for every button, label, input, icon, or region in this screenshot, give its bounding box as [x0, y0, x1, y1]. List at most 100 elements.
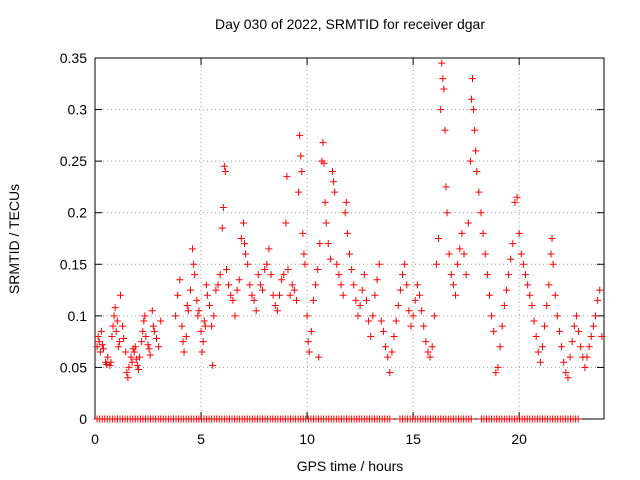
- data-point: [411, 296, 419, 304]
- data-point: [342, 198, 350, 206]
- data-point: [112, 327, 120, 335]
- data-point: [300, 250, 308, 258]
- data-point: [335, 271, 343, 279]
- data-point: [221, 167, 229, 175]
- data-point: [394, 302, 402, 310]
- data-point: [131, 343, 139, 351]
- data-point: [570, 322, 578, 330]
- data-point: [442, 183, 450, 191]
- data-point: [438, 59, 446, 67]
- data-point: [354, 312, 362, 320]
- data-point: [443, 209, 451, 217]
- data-point: [471, 126, 479, 134]
- data-point: [250, 296, 258, 304]
- data-point: [513, 193, 521, 201]
- data-point: [428, 343, 436, 351]
- data-point: [284, 265, 292, 273]
- data-point: [324, 240, 332, 248]
- data-point: [113, 317, 121, 325]
- data-point: [481, 250, 489, 258]
- data-point: [422, 338, 430, 346]
- data-point: [116, 291, 124, 299]
- data-point: [583, 353, 591, 361]
- data-point: [278, 276, 286, 284]
- data-point: [231, 312, 239, 320]
- data-point: [124, 374, 132, 382]
- data-point: [384, 353, 392, 361]
- data-point: [182, 332, 190, 340]
- data-point: [225, 281, 233, 289]
- data-point: [122, 348, 130, 356]
- data-point: [321, 198, 329, 206]
- data-point: [337, 281, 345, 289]
- data-point: [358, 286, 366, 294]
- data-point: [259, 286, 267, 294]
- data-point: [138, 338, 146, 346]
- data-point: [191, 271, 199, 279]
- data-point: [265, 245, 273, 253]
- data-point: [473, 167, 481, 175]
- data-point: [297, 152, 305, 160]
- data-point: [145, 345, 153, 353]
- data-point: [194, 312, 202, 320]
- data-point: [592, 312, 600, 320]
- data-point: [399, 271, 407, 279]
- data-point: [252, 307, 260, 315]
- data-point: [309, 296, 317, 304]
- data-point: [315, 353, 323, 361]
- data-point: [587, 332, 595, 340]
- data-point: [545, 281, 553, 289]
- data-point: [95, 338, 103, 346]
- data-point: [202, 281, 210, 289]
- data-point: [176, 276, 184, 284]
- y-tick-label: 0.15: [60, 256, 87, 272]
- data-point: [254, 271, 262, 279]
- data-point: [348, 265, 356, 273]
- data-point: [150, 327, 158, 335]
- data-point: [577, 343, 585, 351]
- data-point: [435, 235, 443, 242]
- data-point: [120, 335, 128, 343]
- data-point: [373, 276, 381, 284]
- data-point: [396, 286, 404, 294]
- data-point: [339, 291, 347, 299]
- data-point: [401, 260, 409, 268]
- data-point: [178, 322, 186, 330]
- data-point: [536, 358, 544, 366]
- data-point: [496, 343, 504, 351]
- data-point: [146, 351, 154, 359]
- data-point: [418, 307, 426, 315]
- data-point: [356, 302, 364, 310]
- data-point: [382, 343, 390, 351]
- data-point: [183, 302, 191, 310]
- data-point: [149, 322, 157, 330]
- data-point: [99, 345, 107, 353]
- data-point: [458, 229, 466, 237]
- data-point: [109, 322, 117, 330]
- data-point: [492, 369, 500, 377]
- data-point: [197, 327, 205, 335]
- data-point: [479, 229, 487, 237]
- data-point: [515, 229, 523, 237]
- data-point: [155, 343, 163, 351]
- axis-ticks: 0 0.05 0.1 0.15 0.2 0.25 0.3 0.35 0 5 10 15 20: [60, 50, 604, 447]
- data-point: [153, 335, 161, 343]
- data-point: [320, 159, 328, 167]
- data-point: [128, 358, 136, 366]
- data-point: [598, 332, 606, 340]
- data-point: [292, 296, 300, 304]
- data-point: [415, 291, 423, 299]
- data-point: [114, 343, 122, 351]
- x-tick-label: 5: [197, 431, 205, 447]
- data-point: [466, 157, 474, 165]
- data-point: [288, 281, 296, 289]
- data-point: [488, 312, 496, 320]
- data-point: [276, 291, 284, 299]
- data-point: [203, 291, 211, 299]
- data-point: [511, 198, 519, 206]
- data-point: [314, 265, 322, 273]
- data-point: [305, 348, 313, 356]
- data-point: [190, 260, 198, 268]
- data-point: [271, 302, 279, 310]
- data-point: [330, 178, 338, 186]
